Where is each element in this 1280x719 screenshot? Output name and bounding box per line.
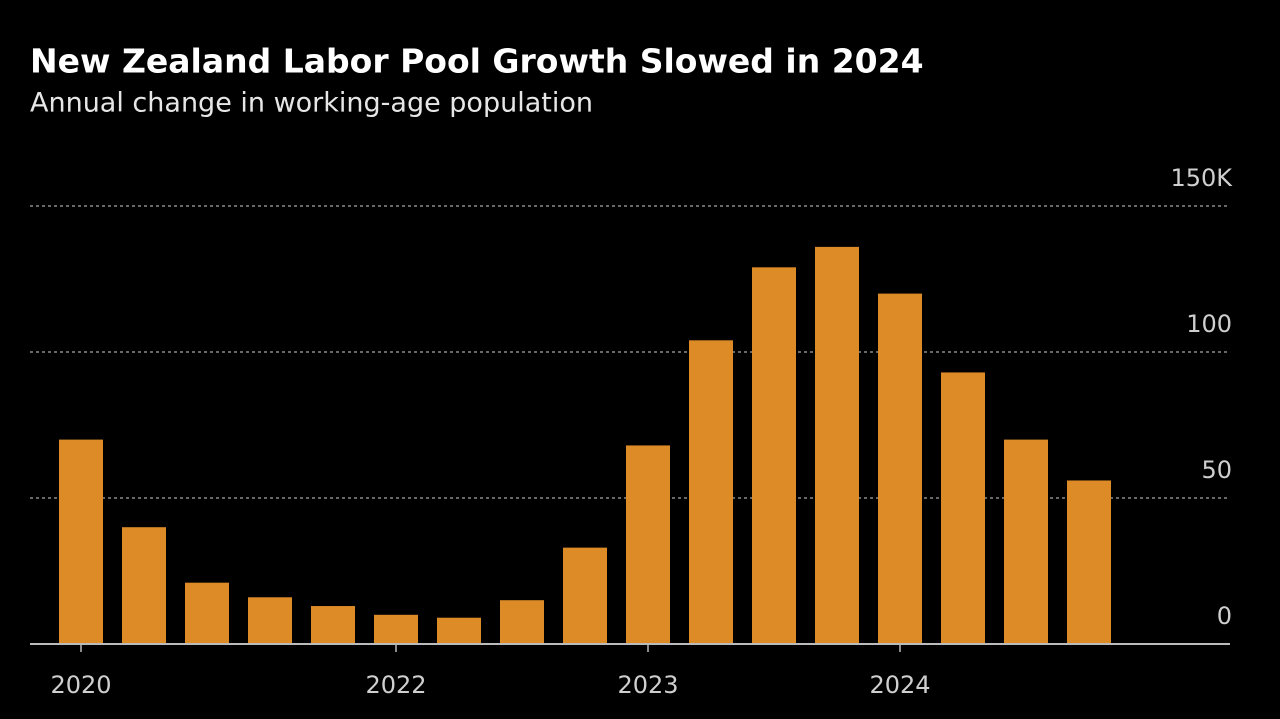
chart-title: New Zealand Labor Pool Growth Slowed in … <box>30 42 924 81</box>
bar <box>311 606 355 644</box>
bar <box>941 372 985 644</box>
y-tick-label: 100 <box>1186 310 1232 338</box>
bar <box>500 600 544 644</box>
x-tick-label: 2023 <box>617 671 678 699</box>
bar <box>59 439 103 644</box>
bar <box>626 445 670 644</box>
y-tick-label: 0 <box>1217 602 1232 630</box>
bar <box>752 267 796 644</box>
x-tick-label: 2022 <box>365 671 426 699</box>
bar <box>248 597 292 644</box>
bar <box>689 340 733 644</box>
bar <box>1004 439 1048 644</box>
x-tick-label: 2024 <box>869 671 930 699</box>
bar <box>185 582 229 644</box>
y-tick-label: 50 <box>1201 456 1232 484</box>
chart-subtitle: Annual change in working-age population <box>30 88 593 119</box>
bar <box>878 293 922 644</box>
bar <box>563 547 607 644</box>
bar <box>1067 480 1111 644</box>
bar <box>437 617 481 644</box>
bar <box>122 527 166 644</box>
bar <box>815 246 859 644</box>
bar <box>374 614 418 644</box>
y-tick-label: 150K <box>1170 164 1233 192</box>
x-tick-label: 2020 <box>50 671 111 699</box>
